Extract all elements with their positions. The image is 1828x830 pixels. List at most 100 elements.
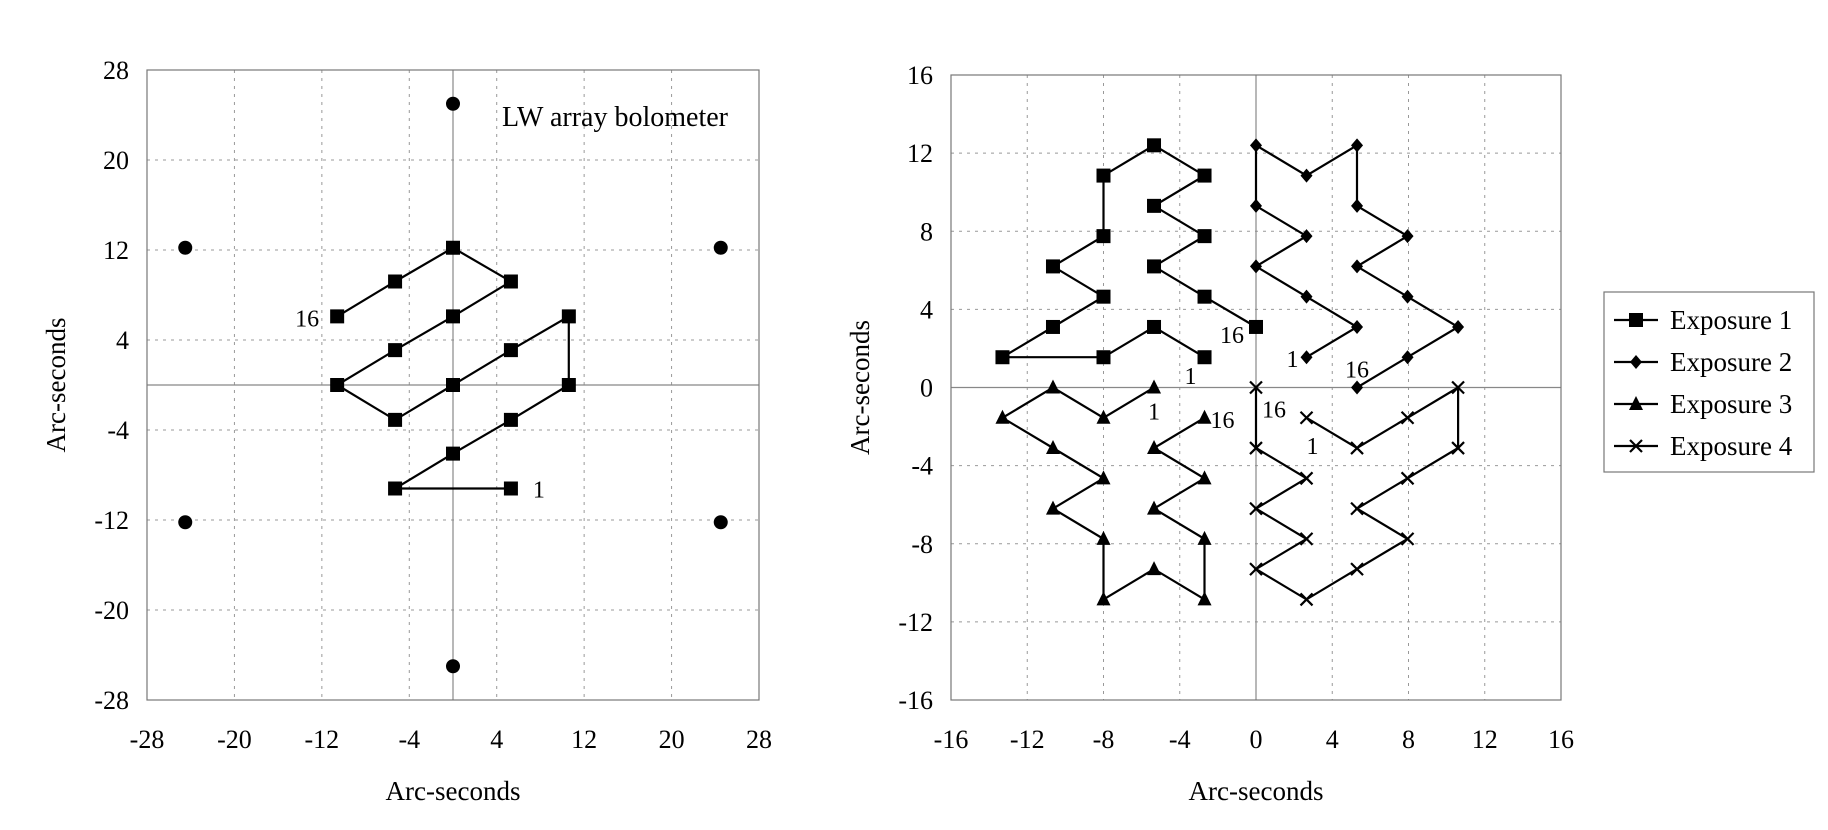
data-point <box>1045 319 1060 334</box>
data-point <box>503 412 518 427</box>
data-point <box>1096 470 1111 485</box>
data-point <box>561 378 576 392</box>
y-tick-label: 0 <box>920 374 933 403</box>
x-tick-label: 20 <box>659 725 685 754</box>
x-tick-label: -20 <box>217 725 252 754</box>
x-tick-label: -8 <box>1093 725 1115 754</box>
data-point <box>1197 409 1212 424</box>
plot-frame <box>950 74 1562 701</box>
data-point <box>1400 471 1415 486</box>
point-number-label: 16 <box>295 306 319 332</box>
data-point <box>1147 138 1162 153</box>
x-tick-label: -4 <box>398 725 420 754</box>
data-point <box>1197 229 1212 244</box>
data-point <box>1249 501 1263 516</box>
data-point <box>1351 138 1364 153</box>
y-tick-label: -12 <box>94 506 129 535</box>
data-point <box>1300 168 1313 183</box>
data-point <box>1249 380 1263 395</box>
data-point <box>1250 198 1262 213</box>
x-tick-label: 4 <box>1326 725 1339 754</box>
data-point <box>995 350 1010 365</box>
data-point <box>503 481 518 496</box>
x-tick-label: -4 <box>1169 725 1191 754</box>
data-point <box>1351 198 1364 213</box>
data-point <box>1249 441 1263 455</box>
x-tick-label: 16 <box>1548 725 1574 754</box>
data-point <box>1147 440 1162 455</box>
data-point <box>1400 410 1415 425</box>
legend-label: Exposure 2 <box>1670 347 1792 377</box>
y-axis-label: Arc-seconds <box>845 320 875 455</box>
data-point <box>1147 198 1162 213</box>
series-group <box>995 379 1212 606</box>
x-axis-label: Arc-seconds <box>1189 776 1324 806</box>
data-point <box>1197 289 1212 304</box>
data-point <box>1452 319 1465 334</box>
y-tick-label: -28 <box>94 686 129 715</box>
y-tick-label: 4 <box>920 295 933 324</box>
y-tick-label: 8 <box>920 217 933 246</box>
y-tick-label: -12 <box>898 608 933 637</box>
data-point <box>330 378 345 392</box>
data-point <box>995 409 1010 424</box>
point-number-label: 16 <box>1211 408 1235 434</box>
data-point <box>446 659 460 674</box>
x-tick-label: -28 <box>130 725 165 754</box>
data-point <box>330 309 345 324</box>
data-point <box>1299 471 1314 486</box>
data-point <box>1300 350 1313 365</box>
data-point <box>1300 229 1313 244</box>
data-point <box>446 378 460 392</box>
y-tick-label: 12 <box>103 236 129 265</box>
data-point <box>1197 168 1212 183</box>
series-group <box>1249 380 1465 607</box>
data-point <box>503 343 518 358</box>
data-point <box>1197 591 1212 606</box>
data-point <box>446 309 460 324</box>
data-point <box>1096 350 1111 365</box>
y-tick-label: -20 <box>94 596 129 625</box>
y-axis-label: Arc-seconds <box>41 318 71 453</box>
data-point <box>1197 470 1212 485</box>
y-tick-label: -16 <box>898 686 933 715</box>
x-tick-label: 0 <box>1250 725 1263 754</box>
data-point <box>1197 350 1212 365</box>
series-group <box>330 240 576 496</box>
data-point <box>1299 410 1314 425</box>
data-point <box>1096 168 1111 183</box>
chart-left: -28 -20 -12 -4 4 12 20 28 28 20 12 4 -4 -12 -20 -28 Arc-… <box>41 56 772 806</box>
x-tick-label: -16 <box>934 725 969 754</box>
legend-marker <box>1629 396 1643 410</box>
legend-label: Exposure 3 <box>1670 389 1792 419</box>
series-line <box>1000 386 1207 602</box>
data-point <box>1401 229 1414 244</box>
chart-title: LW array bolometer <box>502 102 729 133</box>
data-point <box>1351 319 1364 334</box>
series-group <box>1250 138 1465 395</box>
data-point <box>1096 591 1111 606</box>
data-point <box>1045 379 1060 394</box>
series-line <box>998 144 1257 359</box>
data-point <box>178 240 193 255</box>
series-group <box>178 96 728 674</box>
data-point <box>1096 409 1111 424</box>
data-point <box>1096 229 1111 244</box>
data-point <box>1249 562 1263 576</box>
series-group <box>995 138 1263 365</box>
data-point <box>561 309 576 324</box>
point-number-label: 1 <box>533 478 545 504</box>
legend-marker <box>1629 439 1643 453</box>
data-point <box>1299 592 1314 607</box>
data-point <box>1045 500 1060 515</box>
x-axis-label: Arc-seconds <box>386 776 521 806</box>
data-point <box>388 274 403 289</box>
data-point <box>1451 441 1465 455</box>
point-number-label: 1 <box>1307 434 1319 460</box>
data-point <box>1351 380 1364 395</box>
y-tick-label: 28 <box>103 56 129 85</box>
data-point <box>1197 530 1212 545</box>
data-point <box>1401 350 1414 365</box>
point-number-label: 1 <box>1287 347 1299 373</box>
point-number-label: 1 <box>1148 400 1160 426</box>
